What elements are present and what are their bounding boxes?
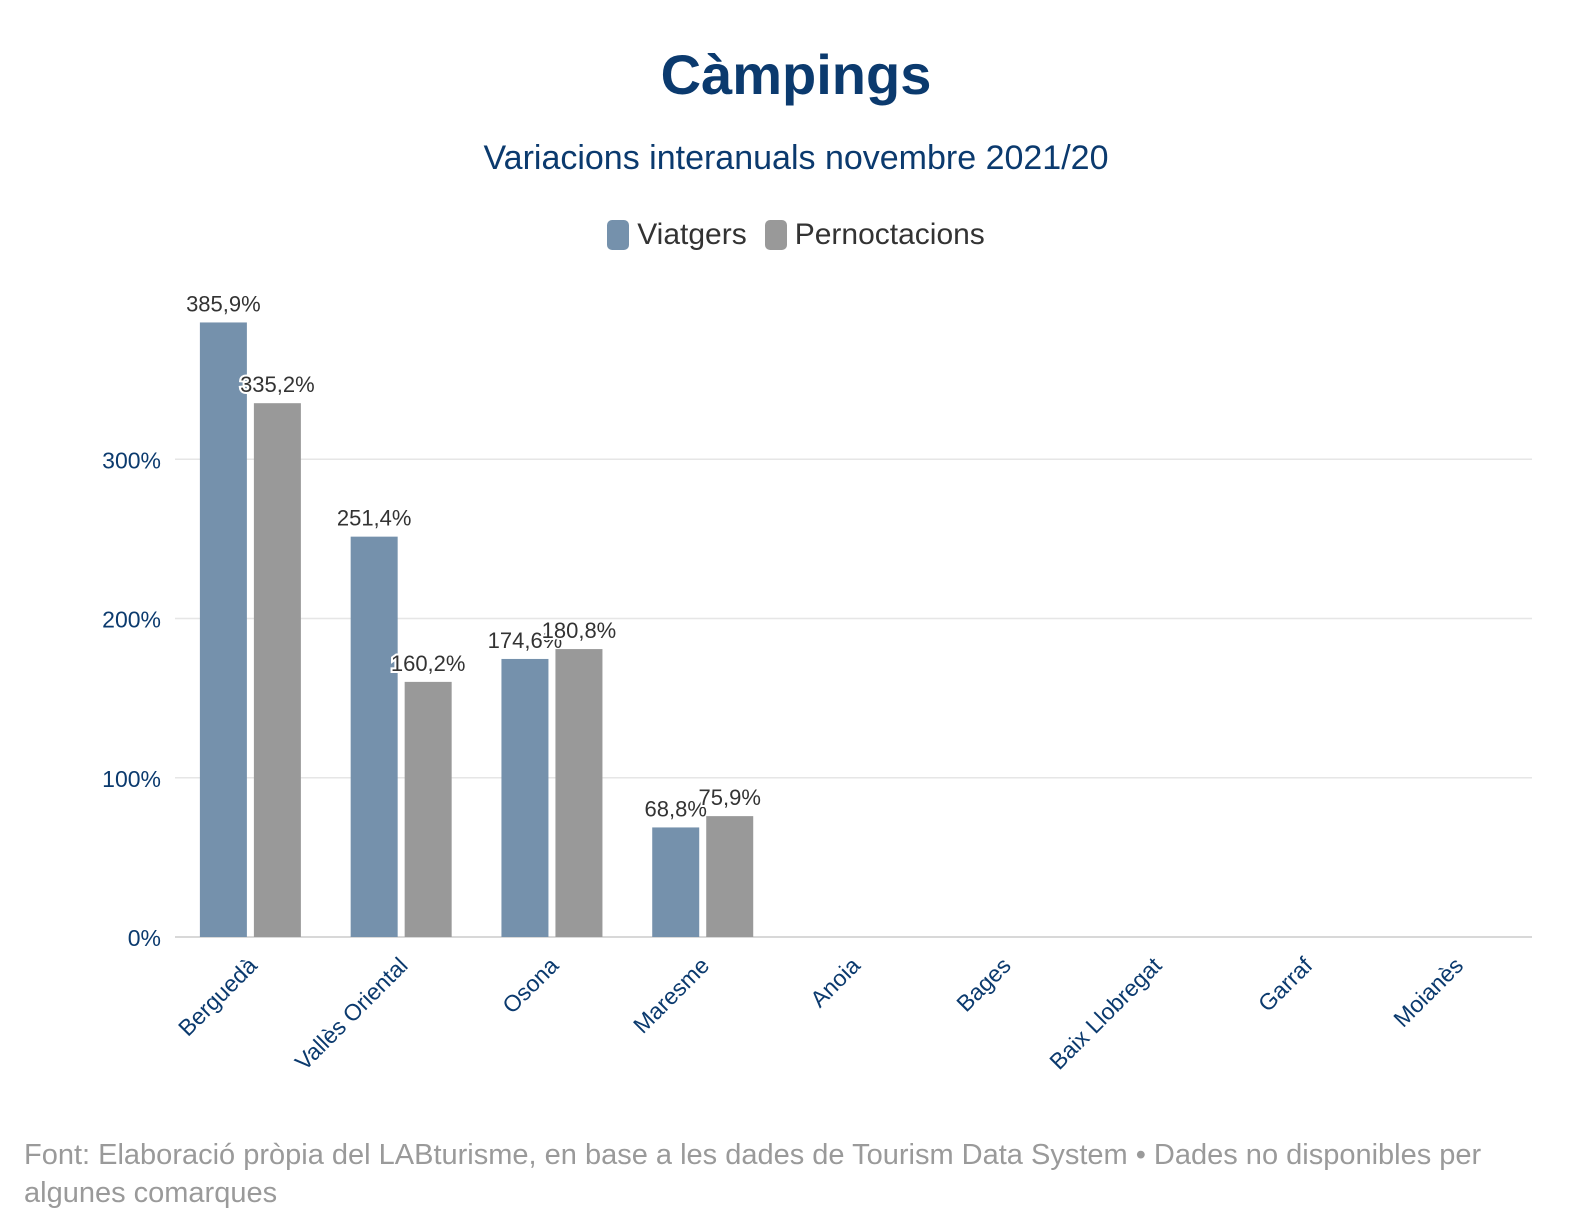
bar-viatgers [501, 658, 549, 937]
chart-subtitle: Variacions interanuals novembre 2021/20 [483, 139, 1109, 177]
data-label: 68,8% [645, 796, 707, 821]
legend-label-viatgers: Viatgers [637, 218, 747, 251]
y-tick-label: 200% [102, 607, 161, 633]
data-label: 251,4% [337, 506, 412, 531]
legend-item-pernoctacions[interactable]: Pernoctacions [764, 218, 985, 252]
bar-viatgers [199, 322, 247, 938]
data-label: 180,8% [542, 618, 617, 643]
bar-viatgers [350, 536, 398, 937]
x-tick-label: Bages [951, 952, 1016, 1017]
x-tick-label: Anoia [805, 952, 865, 1012]
x-tick-label: Maresme [628, 952, 714, 1038]
x-tick-label: Baix Llobregat [1044, 952, 1167, 1075]
footer-line-2: algunes comarques [24, 1177, 278, 1209]
x-tick-label: Vallès Oriental [290, 952, 413, 1075]
x-tick-label: Garraf [1253, 952, 1318, 1017]
source-footer: Font: Elaboració pròpia del LABturisme, … [24, 1136, 1564, 1212]
data-label: 385,9% [186, 291, 261, 316]
x-tick-label: Osona [497, 952, 563, 1018]
bar-pernoctacions [706, 816, 754, 937]
data-label: 174,6% [488, 628, 563, 653]
legend-swatch-pernoctacions [764, 220, 787, 250]
legend: Viatgers Pernoctacions [0, 218, 1592, 252]
bar-pernoctacions [253, 403, 301, 938]
data-label: 335,2% [240, 372, 315, 397]
footer-line-1: Font: Elaboració pròpia del LABturisme, … [24, 1139, 1482, 1171]
legend-item-viatgers[interactable]: Viatgers [607, 218, 747, 252]
y-tick-label: 300% [102, 447, 161, 473]
legend-label-pernoctacions: Pernoctacions [794, 218, 985, 251]
bar-chart: 0% 100% 200% 300% 385,9% 335,2% Berguedà 251,4%… [102, 289, 1532, 1075]
bar-pernoctacions [404, 681, 452, 937]
y-tick-label: 0% [128, 925, 161, 951]
x-tick-label: Moianès [1388, 952, 1468, 1032]
data-label: 160,2% [391, 651, 466, 676]
y-tick-label: 100% [102, 766, 161, 792]
chart-title: Càmpings [660, 43, 932, 106]
legend-swatch-viatgers [607, 220, 630, 250]
x-tick-label: Berguedà [173, 952, 262, 1041]
bar-pernoctacions [555, 649, 603, 937]
data-label: 75,9% [699, 785, 761, 810]
bar-viatgers [652, 827, 700, 937]
